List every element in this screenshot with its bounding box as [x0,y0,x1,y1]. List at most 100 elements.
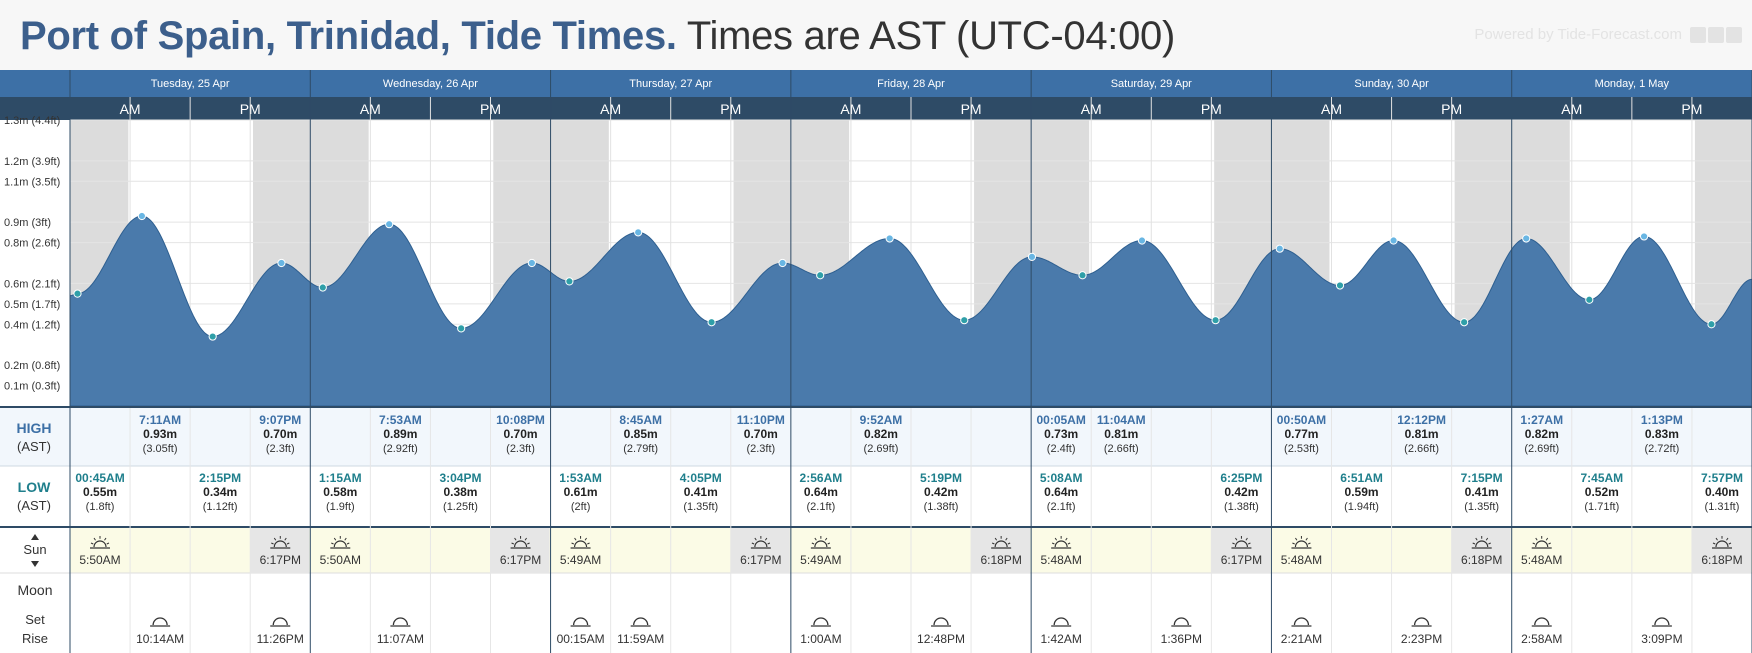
moonrise-icon [570,617,591,627]
moon-arc [572,617,589,626]
moonrise-time: 1:42AM [1040,632,1081,646]
sunset-time: 6:18PM [980,553,1021,567]
sunset-icon [750,536,771,549]
moonrise-time: 1:00AM [800,632,841,646]
sunset-cell-bg [250,528,310,573]
moon-arc [272,617,288,626]
high-tide-marker [277,258,286,268]
low-tide-marker [318,283,327,292]
print-icon[interactable] [1708,27,1724,43]
sun-ray [1548,542,1551,545]
tide-height-m: 0.40m [1705,485,1739,499]
settings-icon[interactable] [1726,27,1742,43]
moon-arc [1654,617,1670,626]
day-label: Friday, 28 Apr [877,78,945,90]
sun-ray [1245,537,1248,541]
low-tide-marker [565,277,574,286]
sun-ray [814,537,817,541]
moonset-time: 3:09PM [1641,632,1682,646]
tide-height-m: 0.41m [1465,485,1499,499]
sun-arc [1234,540,1249,548]
sunrise-icon [570,536,591,549]
low-tide-marker [1585,295,1594,304]
sunrise-time: 5:48AM [1040,553,1081,567]
y-tick-label: 1.3m (4.4ft) [4,115,60,127]
tide-height-ft: (1.31ft) [1705,501,1740,513]
day-label: Wednesday, 26 Apr [383,78,478,90]
moonrise-time: 11:26PM [257,632,304,646]
place-name: Port of Spain, Trinidad, Tide Times. [20,14,677,58]
moonset-time: 10:14AM [136,632,184,646]
tide-height-ft: (2.1ft) [807,501,836,513]
sun-ray [1472,542,1476,545]
sunset-icon [1471,536,1492,549]
tide-height-ft: (2.66ft) [1104,443,1139,455]
tide-time: 6:51AM [1340,471,1383,485]
sun-ray [106,542,110,545]
sun-arc [1054,540,1068,548]
y-tick-label: 0.9m (3ft) [4,217,51,229]
y-tick-label: 0.8m (2.6ft) [4,238,60,250]
sun-ray [1007,542,1011,545]
sun-row-label: Sun [23,542,46,557]
sun-ray [524,537,527,541]
high-tide-marker [1027,252,1037,261]
tide-time: 2:15PM [199,471,241,485]
share-icons [1688,27,1744,43]
low-band [0,466,1752,526]
sunset-cell-bg [1451,528,1511,573]
tide-height-m: 0.34m [203,485,237,499]
high-tide-marker [1522,234,1531,243]
sun-ray [584,537,587,541]
tide-time: 11:04AM [1097,413,1146,427]
day-header-bar [0,70,1752,97]
tide-height-m: 0.85m [624,427,658,441]
tide-time: 5:19PM [920,471,962,485]
sunset-icon [510,536,531,549]
sunset-time: 6:17PM [1221,553,1262,567]
tide-height-ft: (2.79ft) [623,443,658,455]
high-band [0,408,1752,466]
tide-height-ft: (3.05ft) [143,443,178,455]
sun-ray [346,542,350,545]
sun-arc [1475,540,1489,548]
sun-ray [767,542,771,545]
moon-arc [633,617,649,626]
high-tide-marker [1389,236,1398,245]
sun-ray [1065,537,1068,541]
tide-height-ft: (2.69ft) [1524,443,1559,455]
sun-ray [1712,542,1716,545]
sun-ray [1232,542,1235,545]
y-tick-label: 1.2m (3.9ft) [4,156,60,168]
share-icon[interactable] [1690,27,1706,43]
moon-rise-label: Rise [22,631,48,646]
sunrise-time: 5:49AM [560,553,601,567]
powered-by-link[interactable]: Powered by Tide-Forecast.com [1474,26,1682,43]
low-tz-label: (AST) [17,498,51,513]
tide-height-ft: (1.35ft) [1464,501,1499,513]
sunset-time: 6:18PM [1461,553,1502,567]
sunrise-time: 5:50AM [320,553,361,567]
tide-height-m: 0.41m [684,485,718,499]
high-tide-marker [385,220,394,229]
moon-arc [813,617,829,626]
sun-ray [1005,537,1008,541]
tide-height-m: 0.59m [1345,485,1379,499]
tide-time: 1:27AM [1520,413,1563,427]
tide-height-m: 0.42m [924,485,958,499]
moonset-icon [630,617,651,627]
moonset-time: 2:23PM [1401,632,1442,646]
sun-ray [514,537,517,541]
sun-ray [333,537,337,541]
sun-ray [1235,537,1238,541]
